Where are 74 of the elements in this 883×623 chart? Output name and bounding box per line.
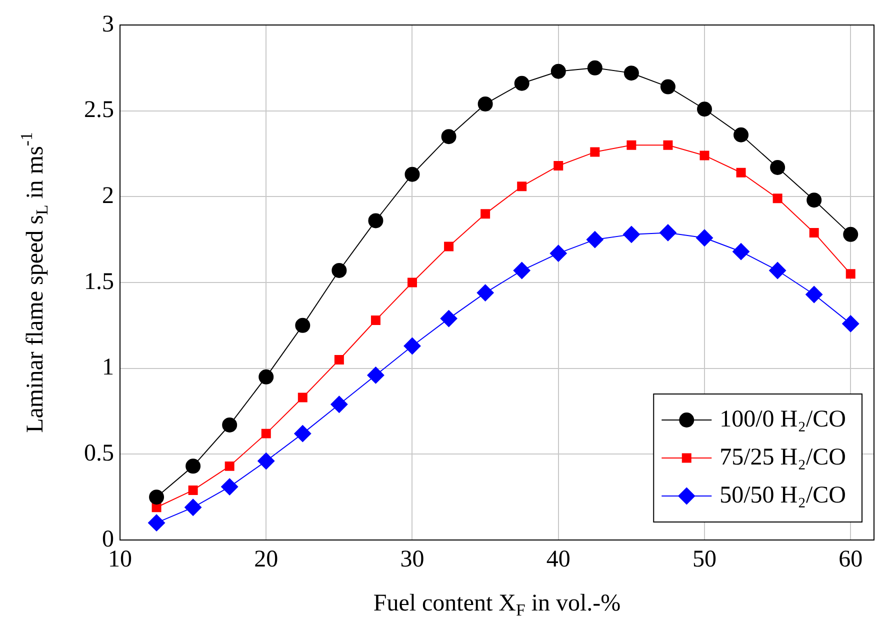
point [480, 209, 490, 219]
point [772, 194, 782, 204]
point [622, 226, 640, 243]
y-axis-title: Laminar flame speed sL in ms-1 [17, 132, 52, 433]
point [696, 229, 713, 246]
y-tick-label: 2 [102, 182, 114, 209]
point [769, 262, 786, 279]
point [842, 315, 860, 332]
point [587, 60, 602, 76]
point [188, 485, 198, 495]
legend-label: 75/25 H₂/CO [720, 444, 846, 470]
point [408, 278, 417, 288]
point [626, 140, 636, 150]
point [404, 338, 421, 355]
point [554, 161, 564, 171]
point [224, 461, 234, 471]
point [330, 396, 348, 413]
point [732, 243, 750, 260]
x-tick-label: 30 [400, 546, 424, 573]
point [478, 96, 493, 112]
point [261, 428, 271, 438]
x-tick-label: 60 [838, 546, 863, 573]
x-tick-label: 50 [692, 546, 716, 573]
point [513, 262, 530, 279]
point [440, 310, 458, 328]
point [550, 244, 567, 262]
y-tick-label: 3 [102, 11, 114, 38]
point [441, 129, 456, 144]
legend-label: 50/50 H₂/CO [720, 482, 846, 508]
point [663, 140, 673, 150]
point [770, 160, 786, 175]
point [809, 228, 819, 238]
point [370, 316, 380, 326]
point [624, 66, 639, 81]
point [806, 192, 822, 208]
point [734, 127, 749, 142]
point [404, 166, 420, 182]
point [517, 182, 527, 192]
point [298, 392, 308, 402]
point [659, 224, 676, 242]
point [444, 242, 454, 252]
point [476, 284, 494, 302]
point [258, 369, 274, 384]
point [806, 286, 823, 304]
point [184, 498, 202, 516]
point [590, 147, 600, 157]
point [332, 262, 347, 278]
legend-label: 100/0 H₂/CO [720, 406, 846, 432]
point [334, 355, 344, 364]
y-tick-label: 0.5 [84, 440, 114, 466]
point [586, 231, 604, 248]
point [843, 226, 858, 242]
point [660, 79, 676, 94]
point [294, 425, 312, 442]
x-tick-label: 40 [546, 546, 570, 573]
point [368, 213, 384, 228]
point [295, 318, 310, 333]
point [514, 76, 530, 91]
point [367, 366, 384, 384]
y-tick-label: 1.5 [84, 268, 114, 295]
point [222, 417, 238, 432]
point [221, 478, 238, 496]
point [149, 490, 164, 505]
point [148, 514, 166, 532]
x-tick-label: 20 [254, 546, 278, 573]
point [696, 102, 712, 117]
point [550, 64, 566, 79]
point [736, 168, 746, 178]
point [846, 269, 856, 279]
point [700, 150, 710, 160]
y-tick-label: 2.5 [84, 97, 114, 124]
point [186, 458, 201, 474]
y-tick-label: 1 [102, 354, 114, 381]
point [258, 452, 275, 470]
